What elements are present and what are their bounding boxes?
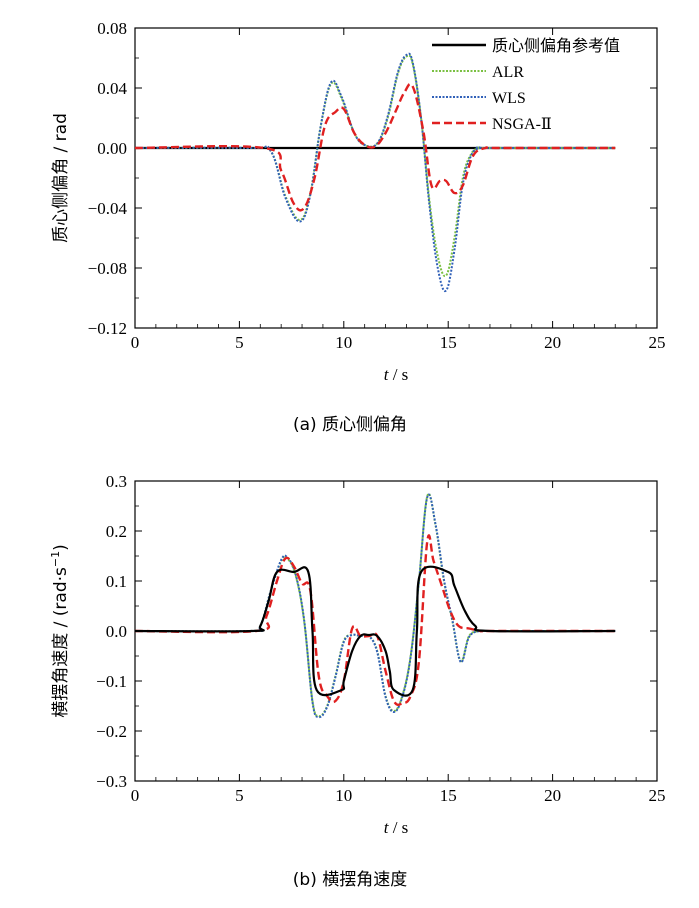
panel-a-x-tick-label: 5	[235, 333, 244, 352]
panel-b-x-tick-label: 25	[649, 786, 666, 805]
legend-ref-label: 质心侧偏角参考值	[492, 36, 620, 55]
panel-b-series-reference-line	[134, 565, 616, 697]
panel-a-series-wls-line	[134, 52, 616, 293]
panel-b-y-axis-label-end: )	[51, 544, 71, 551]
panel-b-y-tick-label: −0.2	[96, 722, 127, 741]
panel-b-y-tick-label: 0.0	[106, 622, 127, 641]
panel-b-caption: (b) 横摆角速度	[293, 870, 407, 890]
panel-a-y-tick-label: −0.08	[88, 259, 127, 278]
panel-a-y-tick-label: 0.00	[97, 139, 127, 158]
panel-b-series-alr-line	[134, 492, 616, 718]
panel-b-x-axis-label: t / s	[384, 818, 409, 837]
panel-b-y-axis-label-main: 横摆角速度 / (rad·s	[51, 567, 71, 718]
panel-a-x-tick-label: 10	[335, 333, 352, 352]
panel-b-x-tick-label: 0	[131, 786, 140, 805]
panel-b-x-axis-unit: / s	[388, 818, 408, 837]
panel-b-series-nsga2-line	[134, 534, 616, 706]
panel-b-y-tick-label: −0.1	[96, 672, 127, 691]
panel-a-x-tick-label: 0	[131, 333, 140, 352]
panel-a-y-tick-label: 0.08	[97, 19, 127, 38]
panel-a-sideslip-angle: 质心侧偏角 / rad t / s (a) 质心侧偏角 质心侧偏角参考值 ALR…	[51, 19, 666, 435]
panel-b-y-tick-label: −0.3	[96, 772, 127, 791]
panel-b-x-axis-symbol: t	[384, 818, 390, 837]
panel-a-y-tick-label: −0.12	[88, 319, 127, 338]
panel-a-x-tick-label: 15	[440, 333, 457, 352]
panel-b-y-tick-label: 0.2	[106, 522, 127, 541]
panel-a-series-alr-line	[134, 54, 616, 278]
panel-a-plot-frame	[134, 27, 658, 329]
panel-b-x-tick-label: 15	[440, 786, 457, 805]
legend-alr-label: ALR	[492, 64, 524, 81]
panel-a-x-axis-unit: / s	[388, 365, 408, 384]
panel-a-caption: (a) 质心侧偏角	[293, 415, 407, 435]
panel-a-y-tick-label: 0.04	[97, 79, 127, 98]
panel-a-x-tick-label: 25	[649, 333, 666, 352]
panel-b-x-tick-label: 5	[235, 786, 244, 805]
panel-a-y-axis-label: 质心侧偏角 / rad	[51, 113, 71, 243]
panel-b-series-wls-line	[134, 493, 616, 719]
panel-a-x-axis-label: t / s	[384, 365, 409, 384]
panel-b-y-tick-label: 0.3	[106, 472, 127, 491]
panel-b-y-axis-label-sup: −1	[49, 551, 62, 567]
panel-a-y-tick-label: −0.04	[88, 199, 128, 218]
panel-b-y-tick-label: 0.1	[106, 572, 127, 591]
panel-a-x-tick-label: 20	[544, 333, 561, 352]
panel-a-legend: 质心侧偏角参考值 ALR WLS NSGA-Ⅱ	[432, 36, 620, 133]
panel-b-yaw-rate: 横摆角速度 / (rad·s−1) t / s (b) 横摆角速度 0 5 10 15…	[49, 472, 666, 890]
panel-a-series-nsga2-line	[134, 82, 616, 212]
panel-a-x-axis-symbol: t	[384, 365, 390, 384]
panel-b-y-axis-label: 横摆角速度 / (rad·s−1)	[49, 544, 71, 718]
legend-nsga-label: NSGA-Ⅱ	[492, 116, 552, 133]
panel-b-x-tick-label: 10	[335, 786, 352, 805]
panel-b-x-tick-label: 20	[544, 786, 561, 805]
legend-wls-label: WLS	[492, 90, 526, 107]
